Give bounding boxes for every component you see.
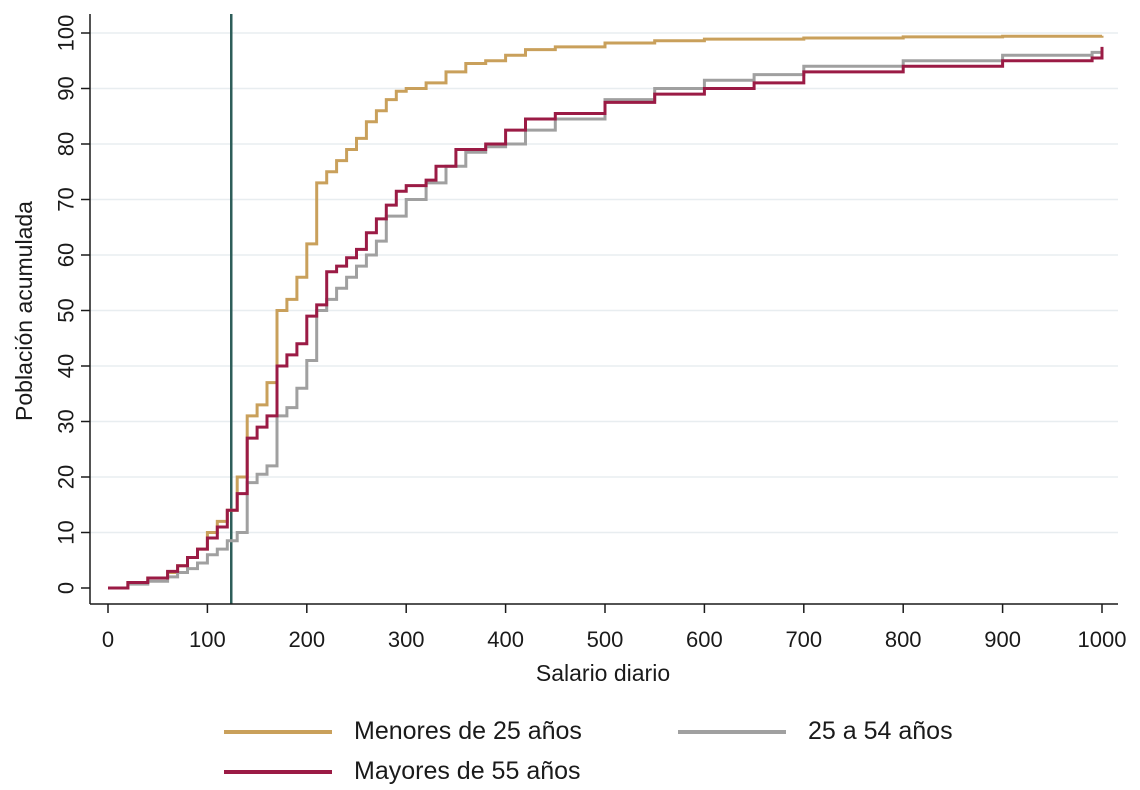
- y-tick-label-90: 90: [54, 76, 79, 100]
- legend-swatch-menores-25: [224, 729, 332, 734]
- x-tick-label-900: 900: [984, 627, 1021, 652]
- tick-labels: 0 100 200 300 400 500 600 700 800 900 1000 0 10 20 30 4…: [54, 15, 1127, 652]
- x-tick-label-800: 800: [885, 627, 922, 652]
- x-tick-label-500: 500: [587, 627, 624, 652]
- series-line-1: [108, 49, 1104, 590]
- legend-item-25-54: 25 a 54 años: [678, 717, 953, 746]
- x-tick-label-400: 400: [487, 627, 524, 652]
- y-tick-label-20: 20: [54, 465, 79, 489]
- legend-item-mayores-55: Mayores de 55 años: [224, 757, 581, 786]
- x-tick-label-600: 600: [686, 627, 723, 652]
- y-tick-label-10: 10: [54, 520, 79, 544]
- y-tick-label-80: 80: [54, 132, 79, 156]
- legend-swatch-25-54: [678, 729, 786, 734]
- y-tick-label-40: 40: [54, 354, 79, 378]
- cumulative-distribution-chart: 0 100 200 300 400 500 600 700 800 900 1000 0 10 20 30 4…: [11, 14, 1127, 686]
- x-tick-label-100: 100: [189, 627, 226, 652]
- x-tick-label-700: 700: [785, 627, 822, 652]
- legend-label-menores-25: Menores de 25 años: [354, 717, 582, 745]
- axes: [81, 14, 1118, 613]
- x-tick-label-300: 300: [388, 627, 425, 652]
- y-tick-label-70: 70: [54, 187, 79, 211]
- gridlines: [90, 32, 1118, 534]
- x-tick-label-1000: 1000: [1078, 627, 1127, 652]
- y-tick-label-100: 100: [54, 15, 79, 52]
- series-lines: [108, 34, 1104, 590]
- series-line-2: [108, 46, 1104, 590]
- y-tick-label-30: 30: [54, 409, 79, 433]
- y-tick-label-0: 0: [54, 582, 79, 594]
- legend: Menores de 25 años 25 a 54 años Mayores …: [0, 705, 1140, 790]
- legend-swatch-mayores-55: [224, 769, 332, 774]
- x-axis-title: Salario diario: [536, 660, 670, 686]
- legend-label-mayores-55: Mayores de 55 años: [354, 757, 581, 785]
- y-tick-label-60: 60: [54, 243, 79, 267]
- legend-label-25-54: 25 a 54 años: [808, 717, 953, 745]
- y-tick-label-50: 50: [54, 298, 79, 322]
- x-tick-label-200: 200: [288, 627, 325, 652]
- legend-item-menores-25: Menores de 25 años: [224, 717, 582, 746]
- y-axis-title: Población acumulada: [11, 201, 37, 421]
- x-tick-label-0: 0: [102, 627, 114, 652]
